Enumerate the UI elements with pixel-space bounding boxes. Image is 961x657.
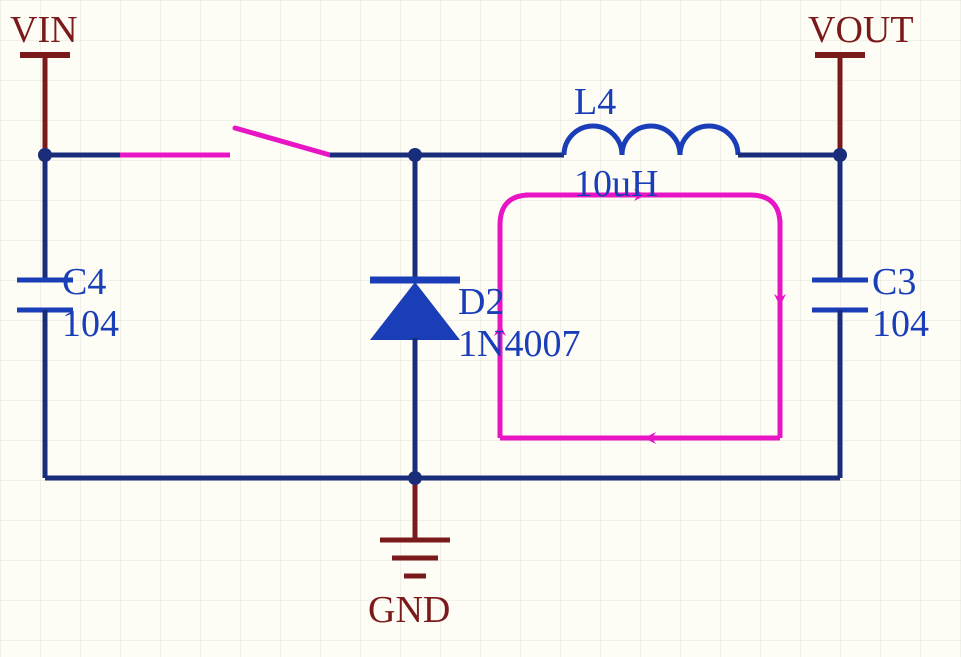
current-loop bbox=[500, 195, 780, 438]
inductor-l4 bbox=[564, 126, 738, 155]
junction bbox=[38, 148, 52, 162]
vout-net-port bbox=[815, 55, 865, 155]
c3-val-label: 104 bbox=[872, 302, 929, 346]
junction bbox=[833, 148, 847, 162]
gnd-label: GND bbox=[368, 588, 450, 632]
l4-val-label: 10uH bbox=[574, 162, 658, 206]
l4-ref-label: L4 bbox=[574, 80, 616, 124]
diode-d2 bbox=[370, 155, 460, 478]
d2-val-label: 1N4007 bbox=[458, 322, 580, 366]
vin-label: VIN bbox=[10, 8, 78, 52]
c3-ref-label: C3 bbox=[872, 260, 916, 304]
vin-net-port bbox=[20, 55, 70, 155]
c4-val-label: 104 bbox=[62, 302, 119, 346]
switch-sw1 bbox=[120, 128, 330, 155]
capacitor-c3 bbox=[812, 155, 868, 478]
vout-label: VOUT bbox=[808, 8, 914, 52]
schematic-canvas: VIN VOUT GND L4 10uH C4 104 C3 104 D2 1N… bbox=[0, 0, 961, 657]
gnd-symbol bbox=[380, 478, 450, 576]
d2-ref-label: D2 bbox=[458, 280, 504, 324]
junction bbox=[408, 471, 422, 485]
c4-ref-label: C4 bbox=[62, 260, 106, 304]
junction bbox=[408, 148, 422, 162]
